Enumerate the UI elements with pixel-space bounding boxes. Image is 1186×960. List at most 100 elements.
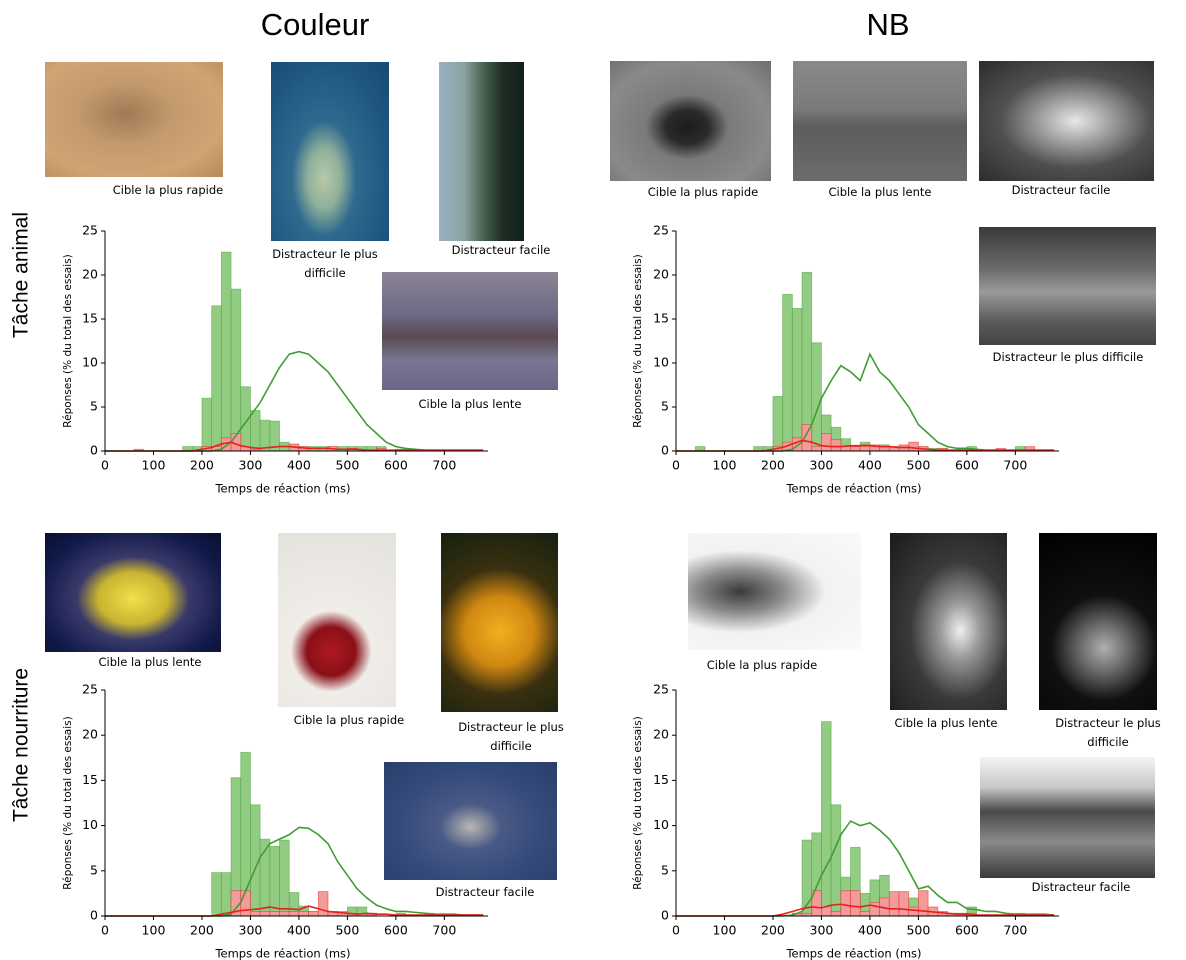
photo-caption: Cible la plus lente [98, 655, 202, 669]
bar [908, 441, 919, 452]
y-tick-label: 0 [661, 908, 669, 923]
bar [821, 432, 832, 452]
y-tick-label: 25 [653, 223, 669, 238]
bar [772, 396, 784, 452]
bar [259, 911, 271, 917]
bar [811, 446, 822, 452]
row-title: Tâche animal [10, 212, 33, 338]
x-tick-label: 600 [955, 458, 979, 473]
bar [269, 911, 280, 917]
row-title: Tâche nourriture [10, 668, 33, 822]
x-tick-label: 600 [384, 923, 408, 938]
photo [441, 533, 558, 712]
bar [308, 911, 319, 917]
y-tick-label: 10 [653, 817, 669, 832]
bar [259, 419, 271, 452]
photo [384, 762, 557, 880]
x-tick-label: 100 [142, 923, 166, 938]
photo [439, 62, 524, 241]
photo-caption: Distracteur le plus difficile [272, 247, 378, 280]
bar [230, 288, 242, 452]
photo-caption: Cible la plus lente [418, 397, 522, 411]
x-tick-label: 0 [101, 923, 109, 938]
y-axis-label: Réponses (% du total des essais) [62, 254, 74, 427]
bar [298, 911, 310, 917]
x-tick-label: 700 [1003, 923, 1027, 938]
bar [918, 890, 929, 917]
photo-caption: Cible la plus rapide [293, 713, 405, 727]
photo-caption: Distracteur le plus difficile [992, 350, 1144, 364]
photo [1039, 533, 1157, 710]
x-tick-label: 700 [432, 458, 456, 473]
y-tick-label: 20 [82, 267, 98, 282]
x-axis-label: Temps de réaction (ms) [785, 947, 921, 960]
x-tick-label: 500 [906, 458, 930, 473]
y-tick-label: 25 [653, 682, 669, 697]
bar [317, 891, 329, 917]
bar [211, 305, 222, 452]
bar [888, 891, 900, 917]
x-tick-label: 700 [432, 923, 456, 938]
photo-caption: Cible la plus rapide [706, 658, 818, 672]
x-tick-label: 600 [384, 458, 408, 473]
bar [279, 839, 290, 917]
bar [288, 911, 300, 917]
bar [821, 906, 832, 917]
photo [688, 533, 861, 650]
bar [898, 891, 910, 917]
column-title: Couleur [261, 7, 370, 42]
x-tick-label: 200 [761, 923, 785, 938]
bar [850, 446, 861, 452]
bar [821, 721, 832, 917]
x-tick-label: 400 [287, 458, 311, 473]
y-tick-label: 10 [82, 817, 98, 832]
x-tick-label: 100 [142, 458, 166, 473]
x-tick-label: 300 [810, 458, 834, 473]
photo-caption: Cible la plus lente [828, 185, 932, 199]
bar [908, 906, 919, 917]
y-axis-label: Réponses (% du total des essais) [632, 254, 644, 427]
photo [382, 272, 558, 390]
photo-caption: Distracteur facile [1031, 880, 1131, 894]
y-axis-label: Réponses (% du total des essais) [62, 716, 74, 889]
bar [830, 439, 842, 452]
x-tick-label: 300 [810, 923, 834, 938]
line [676, 352, 1055, 452]
y-tick-label: 15 [653, 311, 669, 326]
photo-caption: Distracteur le plus difficile [1055, 716, 1161, 749]
y-tick-label: 20 [82, 727, 98, 742]
x-tick-label: 0 [672, 458, 680, 473]
bar [869, 902, 881, 917]
photo-caption: Distracteur facile [451, 243, 551, 257]
x-tick-label: 400 [858, 923, 882, 938]
photo [793, 61, 967, 181]
x-tick-label: 200 [190, 458, 214, 473]
y-tick-label: 25 [82, 682, 98, 697]
y-tick-label: 15 [82, 772, 98, 787]
x-tick-label: 0 [672, 923, 680, 938]
bar [859, 911, 871, 917]
photo-caption: Cible la plus rapide [647, 185, 759, 199]
photo [45, 533, 221, 652]
y-tick-label: 10 [653, 355, 669, 370]
bar [791, 308, 803, 452]
x-tick-label: 400 [858, 458, 882, 473]
photo-caption: Cible la plus rapide [112, 183, 224, 197]
bar [840, 890, 851, 917]
photo [278, 533, 396, 707]
y-tick-label: 15 [653, 772, 669, 787]
bar [220, 251, 232, 452]
x-tick-label: 300 [239, 923, 263, 938]
y-tick-label: 20 [653, 267, 669, 282]
photo [45, 62, 223, 177]
x-axis-label: Temps de réaction (ms) [214, 947, 350, 960]
bar [850, 890, 861, 917]
photo [979, 61, 1154, 181]
bar [279, 911, 290, 917]
x-tick-label: 200 [190, 923, 214, 938]
bar [201, 397, 213, 452]
photo-caption: Distracteur le plus difficile [458, 720, 564, 753]
x-tick-label: 400 [287, 923, 311, 938]
